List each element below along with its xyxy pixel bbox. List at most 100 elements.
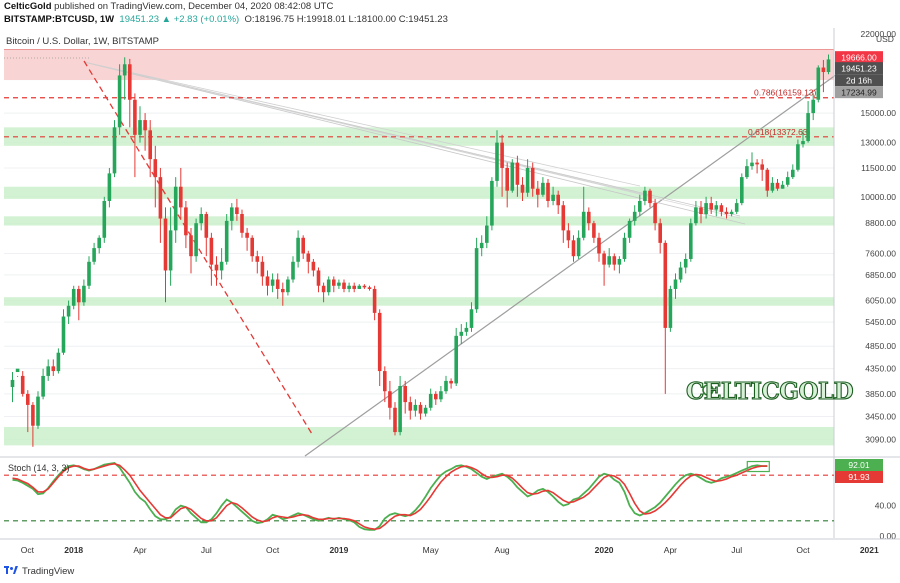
candle-body — [770, 182, 775, 191]
stoch-k-tag-bg — [835, 459, 883, 471]
fib-label: 0.618(13372.63) — [748, 127, 811, 137]
candle-body — [153, 159, 158, 178]
time-tick-label: May — [423, 545, 440, 555]
candle-body — [826, 59, 831, 73]
candle-body — [26, 393, 30, 405]
candle-body — [143, 120, 147, 131]
candle-body — [530, 167, 535, 189]
candle-body — [683, 258, 688, 268]
candle-body — [459, 331, 464, 336]
candle-body — [214, 264, 219, 271]
candle-body — [796, 144, 800, 170]
candle-body — [464, 327, 469, 332]
candle-body — [337, 282, 341, 286]
candle-body — [729, 211, 734, 215]
stoch-label: Stoch (14, 3, 3) — [8, 463, 70, 473]
candle-body — [449, 380, 453, 384]
candle-body — [495, 142, 499, 181]
support-zone — [4, 186, 834, 199]
time-tick-label: 2018 — [64, 545, 83, 555]
candle-body — [658, 223, 662, 243]
time-tick-label: Oct — [21, 545, 35, 555]
candle-body — [643, 190, 647, 201]
candle-body — [724, 211, 729, 215]
candle-body — [291, 261, 295, 280]
brand-name[interactable]: TradingView — [22, 566, 75, 577]
candle-body — [755, 162, 759, 165]
candle-body — [194, 223, 198, 257]
candle-body — [20, 375, 25, 394]
time-tick-label: 2019 — [329, 545, 348, 555]
candle-body — [785, 177, 790, 185]
candle-body — [179, 186, 183, 208]
candle-body — [41, 375, 45, 397]
candle-body — [15, 368, 20, 373]
candle-body — [122, 64, 127, 76]
candle-body — [224, 220, 229, 262]
candle-body — [469, 309, 474, 328]
tradingview-logo-icon — [4, 566, 18, 574]
fan-line-2 — [83, 61, 746, 225]
stochastic-panel: 0.00 40.00 92.01 91.93 — [0, 456, 900, 541]
candle-body — [673, 279, 678, 289]
publish-text: published on TradingView.com, December 0… — [54, 1, 334, 12]
candle-body — [189, 235, 193, 257]
candle-body — [653, 203, 657, 224]
candle-body — [581, 211, 586, 238]
candle-body — [485, 225, 489, 243]
candle-body — [163, 218, 168, 271]
candle-body — [46, 366, 50, 376]
candle-body — [474, 248, 479, 310]
symbol-label[interactable]: BITSTAMP:BTCUSD, 1W — [4, 14, 115, 25]
candle-body — [663, 242, 668, 328]
candle-body — [423, 407, 428, 414]
candle-body — [632, 211, 637, 221]
price-tag-label: 19666.00 — [841, 53, 877, 63]
candle-body — [745, 166, 749, 178]
publish-line: CelticGold published on TradingView.com,… — [4, 1, 333, 12]
candle-body — [112, 127, 117, 174]
time-tick-label: Aug — [495, 545, 510, 555]
candle-body — [428, 393, 433, 408]
candle-body — [571, 240, 576, 257]
currency-label: USD — [876, 34, 894, 44]
price-tick-label: 3450.00 — [865, 412, 896, 422]
fib-dashed-drop-line — [83, 60, 313, 435]
candle-body — [439, 391, 443, 400]
author-name[interactable]: CelticGold — [4, 1, 52, 12]
stoch-tick-label: 0.00 — [879, 531, 896, 541]
support-zone — [4, 297, 834, 306]
price-tick-label: 8800.00 — [865, 218, 896, 228]
candle-body — [107, 173, 112, 201]
stoch-d-line — [12, 462, 768, 531]
candle-body — [765, 169, 770, 191]
candle-body — [316, 270, 321, 286]
candle-body — [714, 205, 719, 210]
candle-body — [367, 287, 372, 289]
candles — [10, 54, 831, 447]
candle-body — [561, 205, 566, 231]
candle-body — [617, 258, 622, 265]
candle-body — [607, 256, 611, 265]
fan-line-5 — [149, 77, 741, 219]
price-chart[interactable]: 0.786(16159.13) 0.618(13372.63) 3090.00 34… — [0, 28, 900, 564]
candle-body — [362, 285, 367, 288]
candle-body — [668, 288, 673, 328]
support-zone — [4, 426, 834, 446]
price-tick-label: 5450.00 — [865, 317, 896, 327]
ohlc-values: O:18196.75 H:19918.01 L:18100.00 C:19451… — [244, 14, 448, 25]
candle-body — [128, 64, 132, 100]
candle-body — [82, 285, 86, 303]
candle-body — [689, 223, 693, 259]
candle-body — [780, 184, 785, 189]
chart-header: CelticGold published on TradingView.com,… — [0, 0, 900, 28]
candle-body — [627, 220, 632, 238]
celtic-knot-icon — [702, 384, 714, 396]
candle-body — [515, 162, 520, 185]
candle-body — [56, 352, 61, 372]
time-tick-label: Jul — [201, 545, 212, 555]
candle-body — [342, 282, 346, 289]
candle-body — [719, 205, 724, 212]
time-tick-label: 2020 — [595, 545, 614, 555]
stoch-d-tag: 91.93 — [848, 472, 870, 482]
